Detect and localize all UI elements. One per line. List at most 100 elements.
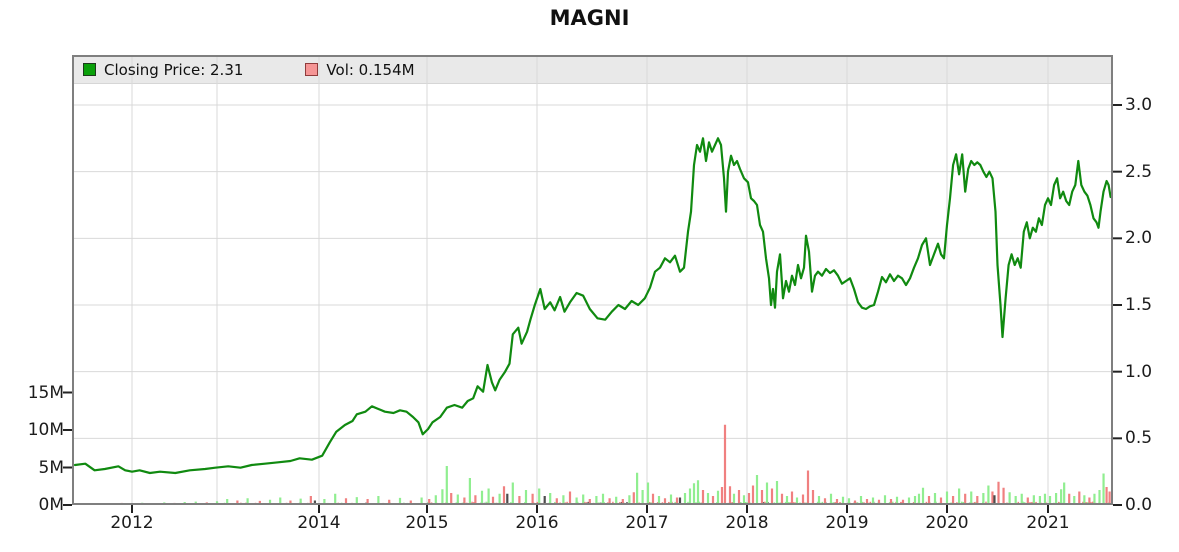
- volume-bar: [1014, 496, 1017, 505]
- volume-bar: [1054, 493, 1058, 505]
- volume-bar: [236, 500, 239, 505]
- volume-bar: [388, 499, 391, 505]
- volume-bar: [958, 488, 961, 505]
- volume-bar: [632, 492, 635, 505]
- volume-bar: [506, 493, 509, 505]
- volume-bar: [760, 490, 764, 505]
- volume-bar: [377, 496, 380, 505]
- volume-bar: [865, 499, 869, 505]
- volume-bar: [502, 486, 506, 505]
- volume-bar: [441, 489, 444, 505]
- volume-bar: [651, 493, 655, 505]
- volume-bar: [871, 497, 875, 505]
- volume-bar: [901, 499, 905, 505]
- volume-bar: [728, 486, 732, 505]
- volume-bar: [991, 491, 994, 505]
- volume-bar: [538, 488, 541, 505]
- volume-bar: [1068, 493, 1071, 505]
- volume-bar: [366, 499, 369, 505]
- volume-bar: [646, 482, 650, 505]
- volume-bar: [841, 496, 845, 505]
- volume-bar: [428, 499, 431, 505]
- volume-bar: [688, 488, 692, 505]
- volume-bar: [309, 496, 312, 505]
- volume-bar: [775, 481, 779, 505]
- volume-bar: [434, 495, 437, 505]
- volume-bar: [1060, 489, 1063, 505]
- volume-bar: [806, 470, 810, 505]
- chart-title: MAGNI: [549, 6, 630, 30]
- volume-bar: [582, 494, 585, 505]
- volume-bar: [468, 478, 471, 505]
- volume-bar: [895, 496, 899, 505]
- volume-bar: [755, 475, 759, 505]
- volume-bar: [678, 497, 682, 505]
- volume-bar: [801, 494, 805, 505]
- closing-price-legend-label: Closing Price: 2.31: [104, 60, 244, 79]
- volume-bar: [355, 497, 358, 505]
- volume-bar: [1105, 487, 1108, 505]
- volume-bar: [765, 482, 769, 505]
- volume-bar: [487, 488, 490, 505]
- volume-bar: [720, 487, 724, 505]
- volume-bar: [835, 499, 839, 505]
- volume-bar: [268, 499, 272, 505]
- volume-bar: [997, 481, 1000, 505]
- volume-bar: [817, 496, 821, 505]
- volume-bar: [1020, 493, 1023, 505]
- volume-bar: [939, 497, 943, 505]
- volume-bar: [549, 493, 552, 505]
- volume-bar: [859, 496, 863, 505]
- volume-bar: [279, 497, 282, 505]
- volume-bar: [780, 493, 784, 505]
- volume-bar: [474, 495, 477, 505]
- volume-bar: [595, 496, 598, 505]
- legend: Closing Price: 2.31 Vol: 0.154M: [72, 56, 1113, 83]
- volume-bar: [737, 490, 741, 505]
- volume-bar: [628, 495, 631, 505]
- volume-bar: [608, 498, 611, 505]
- volume-bar: [511, 482, 514, 505]
- volume-bar: [524, 490, 528, 505]
- price-line: [73, 137, 1112, 475]
- volume-bar: [543, 496, 546, 505]
- volume-bar: [706, 493, 710, 505]
- volume-bar: [982, 493, 985, 505]
- volume-bar: [790, 491, 794, 505]
- volume-bar: [711, 496, 715, 505]
- volume-bar: [933, 493, 937, 505]
- volume-bar: [889, 499, 893, 505]
- volume-bar: [907, 497, 911, 505]
- volume-bar: [445, 466, 448, 505]
- volume-bar: [641, 490, 644, 505]
- volume-bar: [1008, 492, 1011, 505]
- plot-border: [72, 55, 1113, 505]
- volume-bar: [1088, 497, 1091, 505]
- volume-bar: [344, 498, 348, 505]
- volume-bar: [811, 490, 815, 505]
- volume-bar: [1026, 497, 1029, 505]
- volume-bar: [1102, 473, 1105, 505]
- volume-bar: [555, 498, 558, 505]
- volume-bar: [976, 496, 979, 505]
- volume-bar: [1043, 493, 1047, 505]
- volume-bar: [323, 499, 326, 505]
- volume-bar: [398, 497, 402, 505]
- volume-bar: [701, 490, 705, 505]
- volume-bar: [1093, 493, 1096, 505]
- volume-bar: [463, 497, 466, 505]
- volume-bar: [498, 493, 501, 505]
- volume-legend-label: Vol: 0.154M: [326, 60, 415, 79]
- volume-bar: [1078, 491, 1081, 505]
- volume-bar: [636, 472, 639, 505]
- volume-bar: [945, 491, 949, 505]
- volume-bar: [1073, 496, 1076, 505]
- volume-bar: [1063, 482, 1066, 505]
- volume-bar: [226, 499, 229, 505]
- volume-bar: [409, 500, 412, 505]
- volume-bar: [829, 493, 833, 505]
- volume-bar: [785, 496, 789, 505]
- volume-bar: [951, 496, 955, 505]
- volume-bar: [675, 497, 679, 505]
